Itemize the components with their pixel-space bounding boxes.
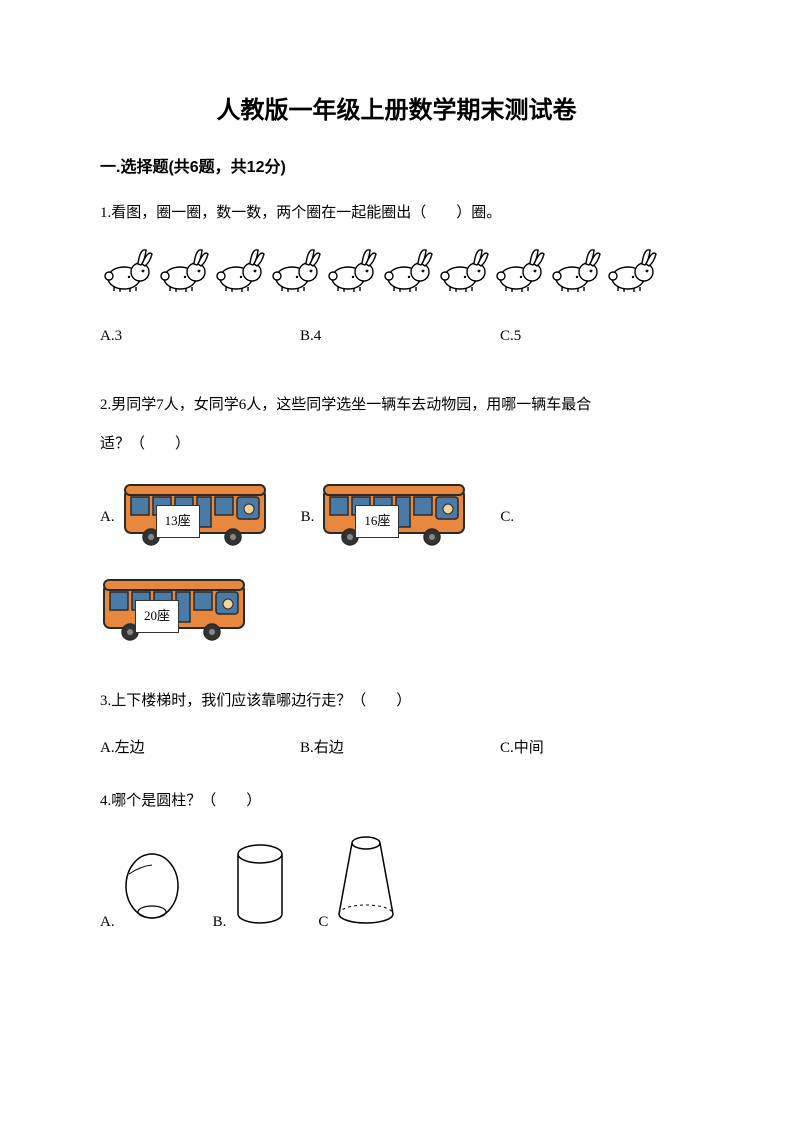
rabbit-icon: [324, 244, 378, 292]
question-2: 2.男同学7人，女同学6人，这些同学选坐一辆车去动物园，用哪一辆车最合 适？（ …: [100, 389, 693, 655]
q2-option-c: C.: [500, 501, 514, 534]
question-3: 3.上下楼梯时，我们应该靠哪边行走？（ ） A.左边 B.右边 C.中间: [100, 685, 693, 765]
q2-label-c: C.: [500, 501, 514, 534]
q2-label-a: A.: [100, 501, 115, 534]
rabbit-icon: [548, 244, 602, 292]
question-4: 4.哪个是圆柱？（ ） A. B.: [100, 785, 693, 939]
q2-label-b: B.: [301, 501, 315, 534]
q4-options: A. B. C: [100, 832, 693, 939]
q3-option-c: C.中间: [500, 732, 650, 765]
q3-option-b: B.右边: [300, 732, 500, 765]
q2-line2: 适？（ ）: [100, 428, 693, 461]
q4-label-a: A.: [100, 906, 115, 939]
question-1: 1.看图，圈一圈，数一数，两个圈在一起能圈出（ ）圈。: [100, 197, 693, 353]
bus-icon: 16座: [320, 475, 470, 560]
bus-seat-label: 13座: [156, 505, 200, 538]
bus-seat-label: 20座: [135, 600, 179, 633]
cone-frustum-icon: [334, 832, 398, 939]
q2-option-b: B. 16座: [301, 475, 471, 560]
q4-label-c: C: [318, 906, 328, 939]
q1-option-c: C.5: [500, 320, 650, 353]
rabbit-icon: [380, 244, 434, 292]
rabbit-icon: [492, 244, 546, 292]
rabbit-icon: [268, 244, 322, 292]
q1-option-b: B.4: [300, 320, 500, 353]
section-header: 一.选择题(共6题，共12分): [100, 153, 693, 177]
rabbit-icon: [604, 244, 658, 292]
q4-label-b: B.: [213, 906, 227, 939]
bus-icon: 13座: [121, 475, 271, 560]
q1-rabbits: [100, 244, 693, 292]
q1-option-a: A.3: [100, 320, 300, 353]
q2-text: 2.男同学7人，女同学6人，这些同学选坐一辆车去动物园，用哪一辆车最合 适？（ …: [100, 389, 693, 461]
rabbit-icon: [212, 244, 266, 292]
q4-text: 4.哪个是圆柱？（ ）: [100, 785, 693, 818]
page-title: 人教版一年级上册数学期末测试卷: [100, 90, 693, 125]
q3-option-a: A.左边: [100, 732, 300, 765]
q1-options: A.3 B.4 C.5: [100, 320, 693, 353]
q2-option-c-bus: 20座: [100, 570, 693, 655]
q2-options: A. 13座 B. 16座 C.: [100, 475, 693, 655]
q4-option-c: C: [318, 832, 398, 939]
q4-option-a: A.: [100, 848, 183, 939]
rabbit-icon: [100, 244, 154, 292]
rabbit-icon: [156, 244, 210, 292]
rabbit-icon: [436, 244, 490, 292]
q4-option-b: B.: [213, 842, 289, 939]
sphere-icon: [121, 848, 183, 939]
q3-text: 3.上下楼梯时，我们应该靠哪边行走？（ ）: [100, 685, 693, 718]
bus-seat-label: 16座: [355, 505, 399, 538]
q1-text: 1.看图，圈一圈，数一数，两个圈在一起能圈出（ ）圈。: [100, 197, 693, 230]
cylinder-icon: [232, 842, 288, 939]
q3-options: A.左边 B.右边 C.中间: [100, 732, 693, 765]
bus-icon: 20座: [100, 570, 250, 655]
q2-line1: 2.男同学7人，女同学6人，这些同学选坐一辆车去动物园，用哪一辆车最合: [100, 389, 693, 422]
q2-option-a: A. 13座: [100, 475, 271, 560]
